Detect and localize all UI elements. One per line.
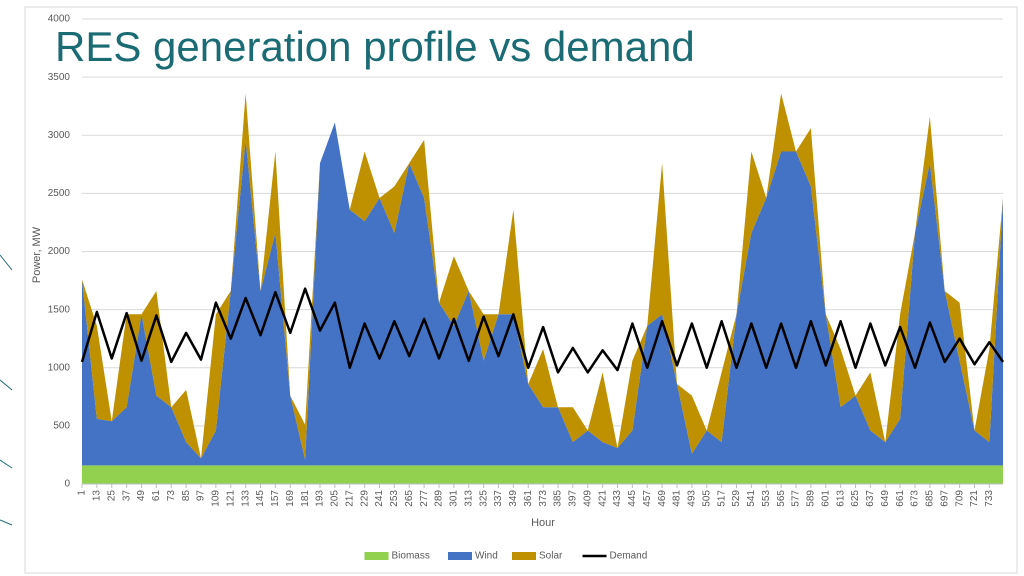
- x-tick-label: 661: [895, 490, 906, 507]
- area-2: [82, 93, 1003, 460]
- x-tick-label: 433: [612, 490, 623, 507]
- x-tick-label: 109: [211, 490, 222, 507]
- y-tick-label: 3000: [48, 130, 71, 141]
- areas: [82, 93, 1003, 484]
- legend-swatch: [364, 552, 389, 560]
- x-tick-label: 481: [672, 490, 683, 507]
- x-tick-label: 61: [151, 490, 162, 502]
- x-tick-label: 601: [820, 490, 831, 507]
- x-tick-label: 673: [910, 490, 921, 507]
- y-tick-label: 2500: [48, 188, 71, 199]
- x-tick-label: 493: [687, 490, 698, 507]
- x-tick-label: 1: [77, 490, 88, 496]
- x-tick-label: 397: [568, 490, 579, 507]
- x-tick-label: 373: [538, 490, 549, 507]
- x-tick-label: 517: [716, 490, 727, 507]
- x-tick-label: 685: [925, 490, 936, 507]
- x-tick-label: 457: [642, 490, 653, 507]
- x-tick-label: 637: [865, 490, 876, 507]
- legend-label: Solar: [539, 551, 563, 562]
- x-tick-label: 289: [434, 490, 445, 507]
- x-tick-label: 541: [746, 490, 757, 507]
- x-tick-label: 265: [404, 490, 415, 507]
- y-tick-label: 0: [64, 479, 70, 490]
- x-tick-label: 97: [196, 490, 207, 502]
- legend-label: Biomass: [392, 551, 430, 562]
- x-tick-label: 277: [419, 490, 430, 507]
- y-tick-label: 1000: [48, 362, 71, 373]
- x-tick-label: 253: [389, 490, 400, 507]
- x-tick-label: 385: [553, 490, 564, 507]
- demand-line: [80, 287, 1005, 374]
- slide-title: RES generation profile vs demand: [55, 23, 695, 70]
- x-tick-label: 25: [106, 490, 117, 502]
- x-tick-label: 13: [92, 490, 103, 502]
- x-tick-label: 589: [806, 490, 817, 507]
- x-tick-label: 301: [449, 490, 460, 507]
- x-tick-label: 553: [761, 490, 772, 507]
- x-tick-label: 85: [181, 490, 192, 502]
- x-tick-label: 505: [701, 490, 712, 507]
- x-tick-label: 313: [463, 490, 474, 507]
- x-tick-label: 625: [850, 490, 861, 507]
- y-tick-label: 1500: [48, 304, 71, 315]
- x-tick-label: 181: [300, 490, 311, 507]
- x-tick-label: 337: [493, 490, 504, 507]
- x-tick-label: 409: [582, 490, 593, 507]
- y-tick-label: 3500: [48, 72, 71, 83]
- x-tick-label: 361: [523, 490, 534, 507]
- legend-swatch: [512, 552, 536, 560]
- x-tick-label: 613: [835, 490, 846, 507]
- chart-frame: [24, 6, 1018, 574]
- area-1: [82, 122, 1003, 466]
- legend-label: Wind: [475, 551, 498, 562]
- x-tick-label: 325: [478, 490, 489, 507]
- y-tick-label: 4000: [48, 14, 71, 25]
- legend-swatch: [448, 552, 472, 560]
- x-tick-label: 721: [969, 490, 980, 507]
- x-tick-label: 241: [374, 490, 385, 507]
- legend-label: Demand: [610, 551, 648, 562]
- plot: 0 500 1000 1500 2000 2500 3000 3500 4000 1 13 25 37 4…: [48, 14, 1005, 562]
- x-tick-label: 421: [597, 490, 608, 507]
- x-tick-label: 169: [285, 490, 296, 507]
- x-tick-label: 649: [880, 490, 891, 507]
- x-axis-label: Hour: [531, 517, 555, 529]
- x-tick-label: 73: [166, 490, 177, 502]
- x-tick-label: 133: [240, 490, 251, 507]
- x-tick-label: 709: [954, 490, 965, 507]
- x-tick-label: 577: [791, 490, 802, 507]
- x-tick-label: 121: [225, 490, 236, 507]
- y-axis-label: Power, MW: [31, 226, 43, 283]
- x-tick-label: 217: [344, 490, 355, 507]
- x-tick-label: 193: [315, 490, 326, 507]
- x-tick-label: 565: [776, 490, 787, 507]
- x-tick-label: 145: [255, 490, 266, 507]
- x-tick-label: 349: [508, 490, 519, 507]
- area-0: [82, 465, 1003, 484]
- x-tick-label: 733: [984, 490, 995, 507]
- y-tick-label: 500: [53, 421, 70, 432]
- x-tick-label: 697: [939, 490, 950, 507]
- x-tick-label: 37: [121, 490, 132, 502]
- y-tick-label: 2000: [48, 246, 71, 257]
- x-tick-label: 469: [657, 490, 668, 507]
- x-tick-label: 49: [136, 490, 147, 502]
- decoration: [0, 254, 13, 526]
- x-tick-label: 529: [731, 490, 742, 507]
- x-tick-label: 205: [330, 490, 341, 507]
- x-tick-label: 157: [270, 490, 281, 507]
- x-tick-label: 445: [627, 490, 638, 507]
- x-tick-label: 229: [359, 490, 370, 507]
